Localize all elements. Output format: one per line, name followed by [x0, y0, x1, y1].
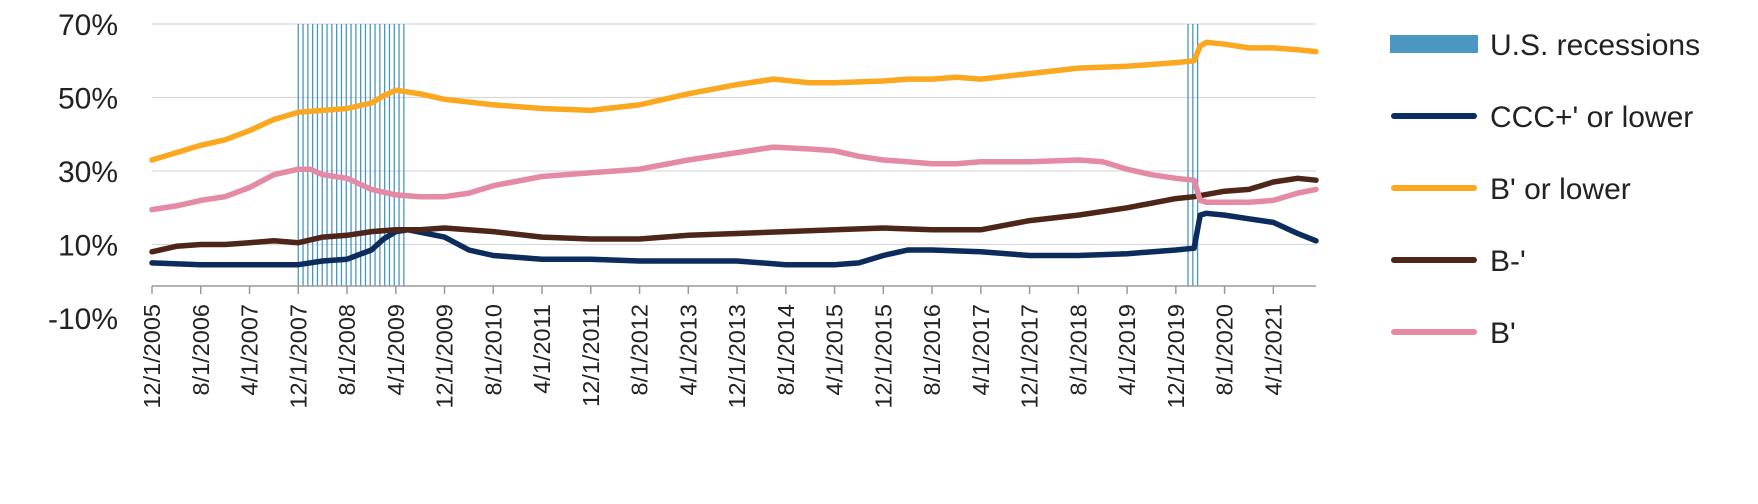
- x-tick-label: 12/1/2011: [578, 304, 604, 407]
- legend-item: B' or lower: [1391, 173, 1631, 206]
- x-tick-label: 12/1/2013: [724, 304, 750, 409]
- legend-label: CCC+' or lower: [1490, 101, 1693, 134]
- legend-label: B-': [1490, 245, 1526, 278]
- legend-label: B': [1490, 317, 1516, 350]
- x-tick-label: 12/1/2015: [870, 304, 896, 409]
- series-line: [149, 210, 1319, 268]
- x-tick-label: 4/1/2021: [1260, 304, 1286, 395]
- x-tick-label: 4/1/2007: [237, 304, 263, 395]
- legend-item: B': [1391, 317, 1516, 350]
- legend-label: U.S. recessions: [1490, 29, 1700, 62]
- x-tick-label: 4/1/2017: [968, 304, 994, 395]
- x-tick-label: 8/1/2014: [773, 304, 799, 395]
- y-tick-label: 30%: [58, 156, 118, 189]
- legend-item: U.S. recessions: [1390, 29, 1700, 62]
- y-tick-label: -10%: [48, 303, 118, 336]
- legend-label: B' or lower: [1490, 173, 1631, 206]
- x-tick-label: 12/1/2009: [432, 304, 458, 409]
- x-tick-label: 4/1/2011: [529, 304, 555, 394]
- series-line: [149, 39, 1319, 163]
- legend-item: CCC+' or lower: [1391, 101, 1693, 134]
- x-tick-label: 12/1/2005: [139, 304, 165, 409]
- x-tick-label: 8/1/2016: [919, 304, 945, 395]
- x-tick-label: 12/1/2019: [1163, 304, 1189, 409]
- x-tick-label: 4/1/2009: [383, 304, 409, 395]
- series-lines: [149, 39, 1319, 268]
- x-tick-label: 12/1/2007: [285, 304, 311, 409]
- series-line: [149, 144, 1319, 213]
- x-tick-label: 12/1/2017: [1017, 304, 1043, 409]
- recession-band: [297, 24, 405, 286]
- x-axis: [151, 285, 1316, 294]
- recession-bands: [297, 24, 1199, 286]
- legend: U.S. recessions CCC+' or lower B' or lower…: [1390, 29, 1700, 350]
- legend-item: B-': [1391, 245, 1526, 278]
- x-tick-label: 8/1/2012: [627, 304, 653, 395]
- y-tick-label: 50%: [58, 83, 118, 116]
- x-tick-label: 8/1/2018: [1065, 304, 1091, 395]
- x-tick-label: 4/1/2019: [1114, 304, 1140, 395]
- x-axis-ticks: 12/1/2005 8/1/2006 4/1/2007 12/1/2007 8/1/20…: [139, 304, 1286, 409]
- x-tick-label: 8/1/2008: [334, 304, 360, 395]
- x-tick-label: 8/1/2010: [480, 304, 506, 395]
- series-line: [149, 175, 1319, 255]
- y-axis-ticks: 70% 50% 30% 10% -10%: [48, 9, 118, 336]
- legend-swatch: [1390, 35, 1478, 53]
- x-tick-label: 4/1/2015: [822, 304, 848, 395]
- y-tick-label: 10%: [58, 230, 118, 263]
- x-tick-label: 8/1/2006: [188, 304, 214, 395]
- x-tick-label: 4/1/2013: [675, 304, 701, 395]
- y-tick-label: 70%: [58, 9, 118, 42]
- x-tick-label: 8/1/2020: [1212, 304, 1238, 395]
